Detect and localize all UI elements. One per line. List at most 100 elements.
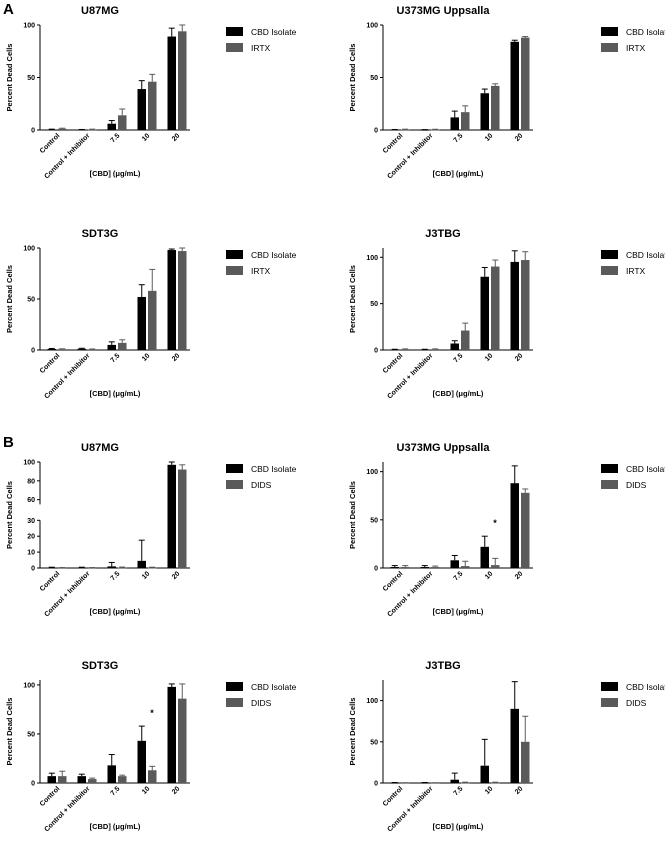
bar-series2 (431, 349, 440, 351)
chart-title: SDT3G (82, 228, 119, 240)
category-label: 10 (141, 785, 152, 796)
y-tick-label: 50 (370, 739, 378, 746)
bar-series1 (47, 776, 56, 783)
legend-label: DIDS (626, 480, 647, 490)
y-tick-label: 50 (27, 75, 35, 82)
legend-swatch (226, 480, 243, 489)
bar-series2 (148, 770, 157, 783)
bar-series2 (491, 85, 500, 130)
category-label: Control (39, 352, 62, 375)
bar-series2 (461, 112, 470, 130)
bar-series2 (521, 492, 530, 568)
category-label: 20 (514, 352, 525, 363)
bar-series1 (420, 567, 429, 568)
legend-label: IRTX (626, 266, 646, 276)
legend-swatch (226, 698, 243, 707)
bar-series2 (88, 779, 97, 783)
y-tick-label: 100 (23, 246, 35, 253)
bar-series2 (88, 349, 97, 351)
bar-series2 (401, 349, 410, 351)
legend-swatch (601, 266, 618, 275)
bar-series2 (178, 251, 187, 350)
y-tick-label: 0 (374, 566, 378, 573)
category-label: Control (39, 132, 62, 155)
bar-series2 (178, 31, 187, 130)
y-tick-label: 60 (27, 497, 35, 504)
bar-series1 (77, 129, 86, 131)
x-axis-label: [CBD] (μg/mL) (90, 389, 141, 398)
y-axis-label: Percent Dead Cells (348, 265, 357, 333)
bar-series1 (47, 567, 56, 569)
bar-series2 (58, 567, 67, 569)
category-label: Control (382, 570, 405, 593)
bar-series1 (107, 123, 116, 130)
bar-series2 (118, 776, 127, 783)
legend-label: IRTX (251, 43, 271, 53)
bar-series1 (167, 464, 176, 568)
category-label: 20 (514, 785, 525, 796)
bar-series1 (107, 566, 116, 568)
bar-series2 (521, 741, 530, 783)
legend-swatch (601, 43, 618, 52)
bar-series1 (480, 546, 489, 568)
y-tick-label: 100 (366, 23, 378, 30)
category-label: 10 (484, 785, 495, 796)
category-label: 20 (514, 132, 525, 143)
significance-marker: * (493, 518, 497, 528)
y-axis-label: Percent Dead Cells (348, 44, 357, 112)
y-tick-label: 30 (27, 518, 35, 525)
category-label: 10 (484, 352, 495, 363)
bar-series1 (420, 782, 429, 784)
bar-series2 (431, 567, 440, 568)
bar-series2 (521, 37, 530, 130)
bar-series2 (148, 290, 157, 350)
legend-swatch (226, 27, 243, 36)
y-tick-label: 100 (366, 698, 378, 705)
bar-series1 (450, 560, 459, 568)
y-tick-label: 0 (31, 781, 35, 788)
category-label: 20 (514, 570, 525, 581)
bar-series2 (178, 698, 187, 783)
bar-series1 (390, 567, 399, 568)
category-label: 20 (171, 352, 182, 363)
bar-series1 (390, 129, 399, 131)
category-label: 7.5 (453, 785, 465, 797)
y-tick-label: 100 (23, 23, 35, 30)
y-tick-label: 100 (23, 682, 35, 689)
bar-series1 (420, 129, 429, 131)
bar-series2 (118, 115, 127, 130)
y-tick-label: 0 (31, 128, 35, 135)
x-axis-label: [CBD] (μg/mL) (433, 169, 484, 178)
chart-title: J3TBG (425, 660, 460, 672)
legend-label: DIDS (626, 698, 647, 708)
category-label: Control (382, 352, 405, 375)
chart-2: U373MG Uppsalla 0 50 100 Percent Dead Cells C… (348, 5, 665, 180)
section-label-a: A (3, 1, 14, 18)
bar-series1 (390, 782, 399, 784)
chart-title: U373MG Uppsalla (397, 442, 491, 454)
bar-series2 (58, 776, 67, 783)
legend-label: DIDS (251, 698, 272, 708)
bar-series2 (461, 566, 470, 568)
legend-swatch (601, 250, 618, 259)
category-label: 7.5 (110, 785, 122, 797)
category-label: 7.5 (453, 352, 465, 364)
bar-series2 (491, 266, 500, 350)
y-tick-label: 10 (27, 550, 35, 557)
y-tick-label: 0 (31, 348, 35, 355)
bar-series2 (58, 128, 67, 130)
bar-series2 (521, 260, 530, 350)
legend-swatch (226, 682, 243, 691)
category-label: 20 (171, 785, 182, 796)
bar-series1 (480, 93, 489, 130)
bar-series1 (47, 348, 56, 350)
legend-swatch (226, 250, 243, 259)
bar-series1 (480, 765, 489, 783)
bar-series1 (137, 740, 146, 783)
category-label: 10 (484, 570, 495, 581)
bar-series1 (450, 343, 459, 350)
y-tick-label: 0 (374, 128, 378, 135)
bar-series2 (431, 129, 440, 131)
bar-series2 (401, 129, 410, 131)
